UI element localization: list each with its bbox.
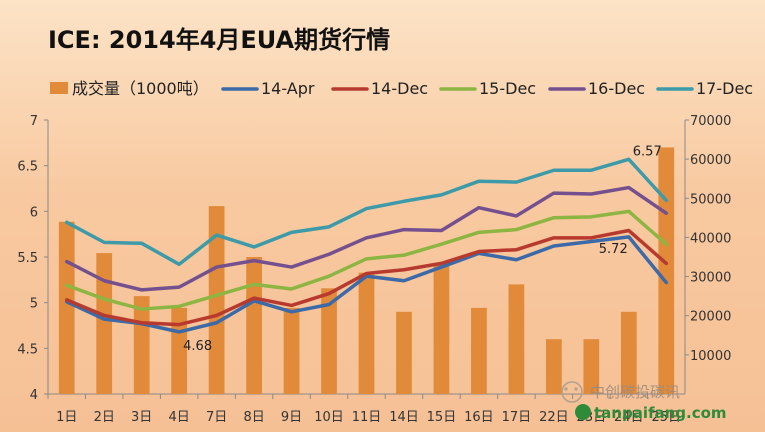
volume-bar — [433, 264, 450, 394]
right-tick-label: 10000 — [690, 349, 731, 364]
x-tick-label: 15日 — [427, 410, 457, 425]
left-tick-label: 6.5 — [17, 160, 38, 175]
volume-bar — [133, 296, 150, 394]
x-tick-label: 11日 — [352, 410, 382, 425]
volume-bar — [58, 221, 75, 394]
volume-bar — [208, 206, 225, 394]
legend-swatch-volume — [50, 82, 68, 94]
x-tick-label: 7日 — [206, 410, 227, 425]
watermark: 中创碳投碳讯 tanpaifang.com — [561, 381, 727, 422]
x-tick-label: 17日 — [502, 410, 532, 425]
x-tick-label: 24日 — [614, 410, 644, 425]
legend-label-volume: 成交量（1000吨） — [72, 79, 209, 98]
legend-label-15-dec: 15-Dec — [479, 79, 536, 98]
x-tick-label: 16日 — [464, 410, 494, 425]
left-tick-label: 7 — [30, 114, 38, 129]
chart-axes: 44.555.566.57100002000030000400005000060… — [17, 114, 731, 425]
wechat-icon — [561, 381, 583, 403]
right-tick-label: 20000 — [690, 310, 731, 325]
legend-label-14-dec: 14-Dec — [371, 79, 428, 98]
legend-label-16-dec: 16-Dec — [588, 79, 645, 98]
watermark-url: tanpaifang.com — [594, 404, 727, 422]
volume-bar — [246, 257, 262, 394]
line-series-14-apr — [64, 235, 669, 334]
data-label: 6.57 — [633, 144, 662, 159]
right-tick-label: 40000 — [690, 231, 731, 246]
left-tick-label: 5.5 — [17, 251, 38, 266]
left-tick-label: 4.5 — [17, 342, 38, 357]
right-tick-label: 60000 — [690, 153, 731, 168]
x-tick-label: 14日 — [389, 410, 419, 425]
data-label: 5.72 — [599, 242, 628, 257]
left-tick-label: 6 — [30, 205, 38, 220]
x-tick-label: 10日 — [314, 410, 344, 425]
x-tick-label: 8日 — [243, 410, 264, 425]
watermark-text: 中创碳投碳讯 — [590, 383, 680, 401]
legend-label-14-apr: 14-Apr — [261, 79, 315, 98]
x-tick-label: 2日 — [94, 410, 115, 425]
line-series-15-dec — [64, 209, 669, 311]
volume-bar — [283, 307, 300, 394]
x-tick-label: 4日 — [169, 410, 190, 425]
volume-bar — [620, 311, 637, 394]
line-series-14-dec — [64, 228, 669, 327]
x-tick-label: 3日 — [131, 410, 152, 425]
right-tick-label: 30000 — [690, 271, 731, 286]
right-tick-label: 50000 — [690, 192, 731, 207]
volume-bar — [471, 307, 487, 394]
volume-bar — [658, 147, 675, 394]
line-series-16-dec — [64, 185, 669, 292]
line-series-17-dec — [64, 157, 669, 267]
wechat-icon-eye-right — [574, 387, 578, 391]
volume-bar — [321, 288, 337, 394]
leaf-logo-icon — [575, 404, 591, 420]
x-tick-label: 9日 — [281, 410, 302, 425]
x-tick-label: 1日 — [56, 410, 77, 425]
legend-label-17-dec: 17-Dec — [696, 79, 753, 98]
volume-bar — [358, 272, 375, 394]
line-series-group — [64, 157, 669, 334]
bar-series — [58, 147, 675, 394]
volume-bar — [545, 339, 562, 394]
right-tick-label: 70000 — [690, 114, 731, 129]
wechat-icon-eye-left — [564, 387, 568, 391]
left-tick-label: 5 — [30, 297, 38, 312]
annotations: 4.68 5.72 6.57 — [183, 144, 662, 354]
chart-title: ICE: 2014年4月EUA期货行情 — [48, 26, 390, 54]
x-tick-label: 22日 — [539, 410, 569, 425]
left-tick-label: 4 — [30, 388, 38, 403]
volume-bar — [583, 339, 600, 394]
volume-bar — [96, 253, 113, 394]
chart-legend: 成交量（1000吨） 14-Apr 14-Dec 15-Dec 16-Dec 17-Dec — [50, 79, 753, 98]
data-label: 4.68 — [183, 339, 212, 354]
volume-bar — [396, 311, 412, 394]
x-tick-label: 25日 — [651, 410, 681, 425]
volume-bar — [508, 284, 525, 394]
